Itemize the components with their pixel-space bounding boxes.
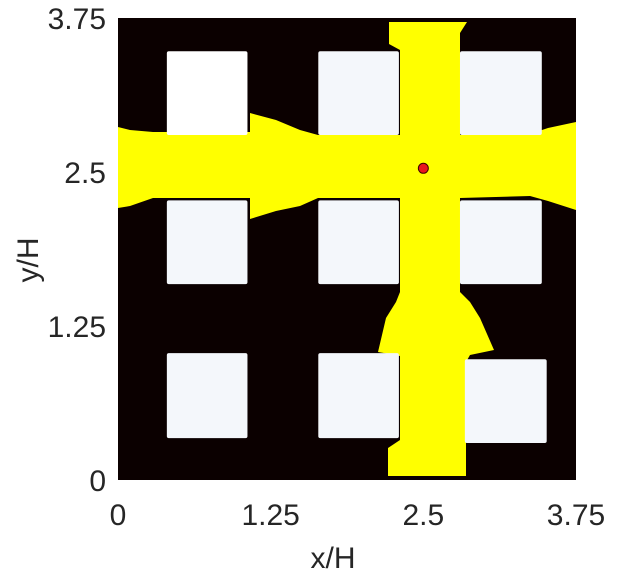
obstacle-block bbox=[166, 353, 248, 439]
y-tick-labels: 0 1.25 2.5 3.75 bbox=[48, 3, 106, 498]
obstacle-block bbox=[318, 353, 399, 439]
obstacle-block bbox=[166, 51, 248, 136]
y-tick-label: 3.75 bbox=[48, 3, 106, 36]
obstacle-block bbox=[318, 200, 399, 285]
x-tick-label: 0 bbox=[110, 499, 127, 532]
obstacle-block bbox=[166, 200, 248, 285]
x-tick-label: 1.25 bbox=[241, 499, 299, 532]
obstacle-block bbox=[318, 51, 399, 136]
x-tick-label: 3.75 bbox=[547, 499, 605, 532]
x-tick-label: 2.5 bbox=[402, 499, 444, 532]
y-tick-label: 2.5 bbox=[64, 157, 106, 190]
x-tick-labels: 0 1.25 2.5 3.75 bbox=[110, 499, 606, 532]
source-point bbox=[417, 162, 429, 174]
y-tick-label: 1.25 bbox=[48, 311, 106, 344]
plot-area bbox=[118, 18, 576, 480]
x-axis-label: x/H bbox=[311, 542, 356, 575]
y-axis-label: y/H bbox=[12, 238, 45, 283]
y-tick-label: 0 bbox=[89, 465, 106, 498]
obstacle-block bbox=[464, 359, 547, 444]
axes: 0 1.25 2.5 3.75 0 1.25 2.5 3.75 x/H y/H bbox=[12, 3, 605, 575]
plume-region bbox=[118, 22, 576, 476]
obstacle-block bbox=[459, 51, 542, 136]
obstacle-block bbox=[459, 200, 542, 285]
obstacles bbox=[166, 51, 547, 444]
